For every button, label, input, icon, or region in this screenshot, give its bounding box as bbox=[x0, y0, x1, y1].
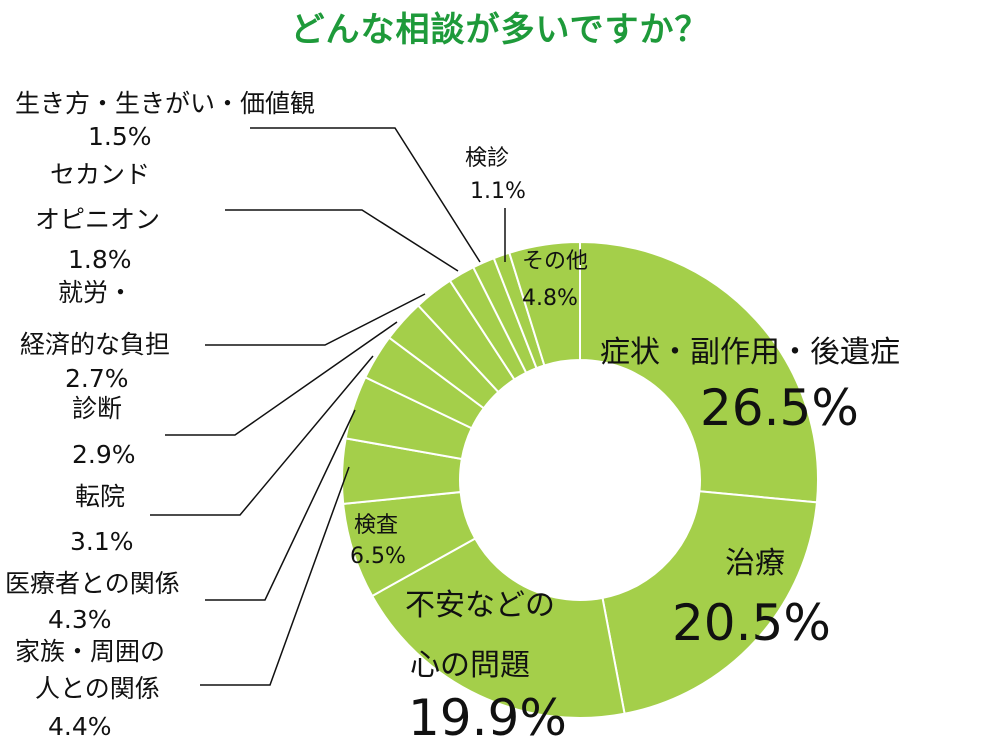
slice-value-2: 19.9% bbox=[408, 689, 567, 747]
slice-12 bbox=[508, 240, 581, 367]
slice-value-3: 6.5% bbox=[350, 544, 406, 569]
leader-line-4 bbox=[200, 466, 350, 686]
leader-line-6 bbox=[150, 355, 374, 516]
slice-2 bbox=[370, 537, 626, 719]
slice-value-9: 1.8% bbox=[68, 245, 132, 274]
slice-label-8-line-1: 経済的な負担 bbox=[20, 330, 170, 359]
slice-label-7-line-0: 診断 bbox=[72, 394, 122, 423]
leader-line-10 bbox=[250, 127, 481, 263]
leader-line-7 bbox=[165, 321, 398, 436]
slice-value-4: 4.4% bbox=[48, 712, 112, 741]
slice-label-10-line-0: 生き方・生きがい・価値観 bbox=[15, 89, 315, 118]
slice-label-1-line-0: 治療 bbox=[725, 546, 785, 581]
leader-line-8 bbox=[205, 293, 426, 346]
chart-title: どんな相談が多いですか？ bbox=[290, 10, 710, 50]
slice-value-5: 4.3% bbox=[48, 605, 112, 634]
slice-label-2-line-0: 不安などの bbox=[405, 588, 555, 623]
slice-label-2-line-1: 心の問題 bbox=[410, 648, 530, 683]
slice-label-9-line-0: セカンド bbox=[50, 160, 150, 189]
slice-value-11: 1.1% bbox=[470, 179, 526, 204]
slice-value-10: 1.5% bbox=[88, 122, 152, 151]
slice-label-8-line-0: 就労・ bbox=[58, 278, 133, 307]
slice-value-7: 2.9% bbox=[72, 440, 136, 469]
slice-label-9-line-1: オピニオン bbox=[35, 205, 160, 234]
slice-label-0-line-0: 症状・副作用・後遺症 bbox=[600, 335, 900, 370]
slice-label-4-line-1: 人との関係 bbox=[35, 674, 160, 703]
slice-1 bbox=[601, 490, 819, 715]
leader-line-5 bbox=[205, 409, 356, 601]
slice-value-6: 3.1% bbox=[70, 527, 134, 556]
slice-label-12-line-0: その他 bbox=[522, 249, 588, 274]
slice-label-3-line-0: 検査 bbox=[354, 513, 398, 538]
slice-label-4-line-0: 家族・周囲の bbox=[15, 637, 165, 666]
leader-lines bbox=[150, 127, 506, 686]
donut-slices bbox=[341, 240, 819, 719]
slice-label-6-line-0: 転院 bbox=[75, 482, 125, 511]
slice-value-12: 4.8% bbox=[522, 286, 578, 311]
slice-value-1: 20.5% bbox=[672, 594, 831, 652]
slice-label-5-line-0: 医療者との関係 bbox=[5, 569, 180, 598]
slice-0 bbox=[579, 240, 819, 504]
slice-value-0: 26.5% bbox=[700, 379, 859, 437]
slice-value-8: 2.7% bbox=[65, 364, 129, 393]
leader-line-9 bbox=[225, 209, 459, 272]
slice-label-11-line-0: 検診 bbox=[465, 146, 509, 171]
